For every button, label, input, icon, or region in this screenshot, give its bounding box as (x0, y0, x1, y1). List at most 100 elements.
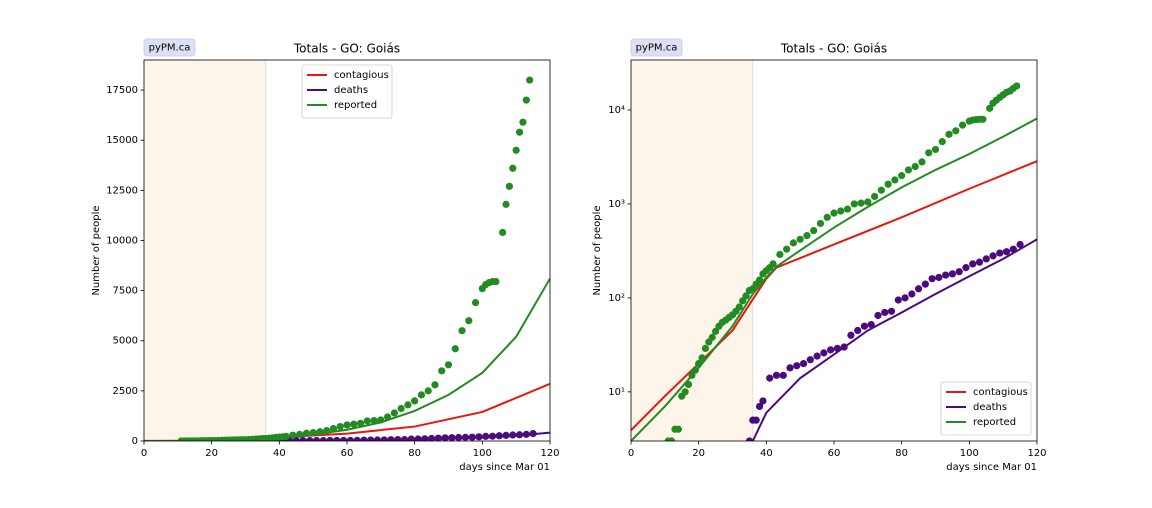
data-point (302, 429, 310, 437)
data-point (684, 380, 693, 389)
data-point (918, 158, 926, 166)
data-point (793, 362, 801, 370)
y-tick-label: 10⁴ (608, 105, 625, 116)
x-tick-label: 20 (692, 448, 705, 459)
data-point (783, 245, 791, 253)
model-line (631, 117, 1037, 441)
y-tick-label: 5000 (113, 336, 138, 347)
data-point (837, 207, 845, 215)
data-point (451, 345, 459, 353)
data-point (319, 436, 327, 441)
data-point (772, 371, 781, 379)
data-point (691, 366, 699, 374)
data-point (370, 416, 378, 425)
data-point (904, 166, 913, 174)
data-point (296, 430, 304, 438)
data-point (1002, 248, 1011, 256)
annotation-box (630, 38, 683, 57)
data-point (813, 352, 821, 360)
data-point (857, 199, 865, 207)
data-point (373, 436, 382, 441)
data-point (898, 172, 906, 180)
data-point (509, 431, 517, 439)
data-point (816, 219, 825, 228)
data-point (982, 255, 990, 263)
data-point (698, 354, 706, 362)
y-tick-label: 10000 (106, 235, 138, 246)
data-point (397, 404, 405, 413)
data-point (955, 268, 963, 276)
annotation: pyPM.ca (636, 43, 678, 54)
x-tick-label: 40 (760, 448, 773, 459)
data-point (512, 146, 520, 154)
y-tick-label: 10¹ (608, 387, 625, 398)
data-point (367, 436, 375, 441)
x-tick-label: 40 (273, 448, 286, 459)
data-point (850, 200, 858, 208)
data-point (948, 270, 957, 278)
data-point (455, 433, 463, 441)
data-point (830, 209, 838, 217)
legend: contagious deaths reported (940, 381, 1032, 436)
data-point (387, 436, 395, 441)
data-point (891, 176, 899, 184)
data-point (823, 213, 831, 221)
y-tick-label: 12500 (106, 185, 138, 196)
data-point (942, 271, 950, 279)
data-point (986, 104, 994, 112)
data-point (377, 416, 385, 424)
data-point (766, 374, 774, 382)
x-axis-label: days since Mar 01 (946, 462, 1037, 473)
data-point (515, 431, 524, 439)
data-point (827, 346, 835, 354)
data-point (529, 429, 537, 438)
subplot: 0 20 40 60 80 100 120 10¹ 10² 10³ 10⁴ Totals - GO: … (592, 38, 1047, 473)
data-point (854, 326, 862, 335)
data-point (526, 76, 534, 84)
data-point (441, 434, 449, 441)
data-point (289, 431, 297, 439)
data-point (864, 198, 872, 206)
x-tick-label: 60 (341, 448, 354, 459)
data-point (499, 228, 507, 237)
data-point (333, 436, 341, 441)
data-point (901, 294, 909, 302)
data-point (424, 387, 432, 395)
data-point (482, 432, 490, 440)
data-point (522, 96, 530, 104)
data-point (502, 431, 510, 439)
data-point (282, 432, 290, 440)
data-point (414, 435, 422, 441)
x-tick-label: 120 (540, 448, 559, 459)
data-point (326, 436, 334, 441)
model-line (751, 238, 1037, 441)
data-point (989, 252, 997, 260)
data-point (789, 239, 798, 247)
y-tick-label: 15000 (106, 135, 138, 146)
data-point (877, 186, 885, 194)
data-point (695, 359, 703, 368)
data-point (833, 344, 841, 353)
data-point (353, 436, 361, 441)
data-point (843, 205, 852, 213)
data-point (434, 434, 442, 441)
legend-label: deaths (334, 85, 368, 96)
y-tick-label: 10² (608, 293, 625, 304)
data-point (742, 292, 750, 300)
data-point (299, 437, 307, 441)
data-point (688, 371, 696, 379)
data-point (701, 344, 710, 353)
data-point (711, 327, 720, 335)
annotation-box (143, 38, 196, 57)
data-point (316, 428, 324, 436)
data-point (840, 343, 848, 351)
data-point (404, 401, 412, 409)
data-point (871, 192, 879, 201)
data-point (962, 264, 970, 272)
x-tick-label: 80 (895, 448, 908, 459)
data-point (417, 391, 426, 399)
chart-title: Totals - GO: Goiás (780, 42, 887, 56)
data-point (400, 435, 409, 441)
x-tick-label: 120 (1027, 448, 1046, 459)
